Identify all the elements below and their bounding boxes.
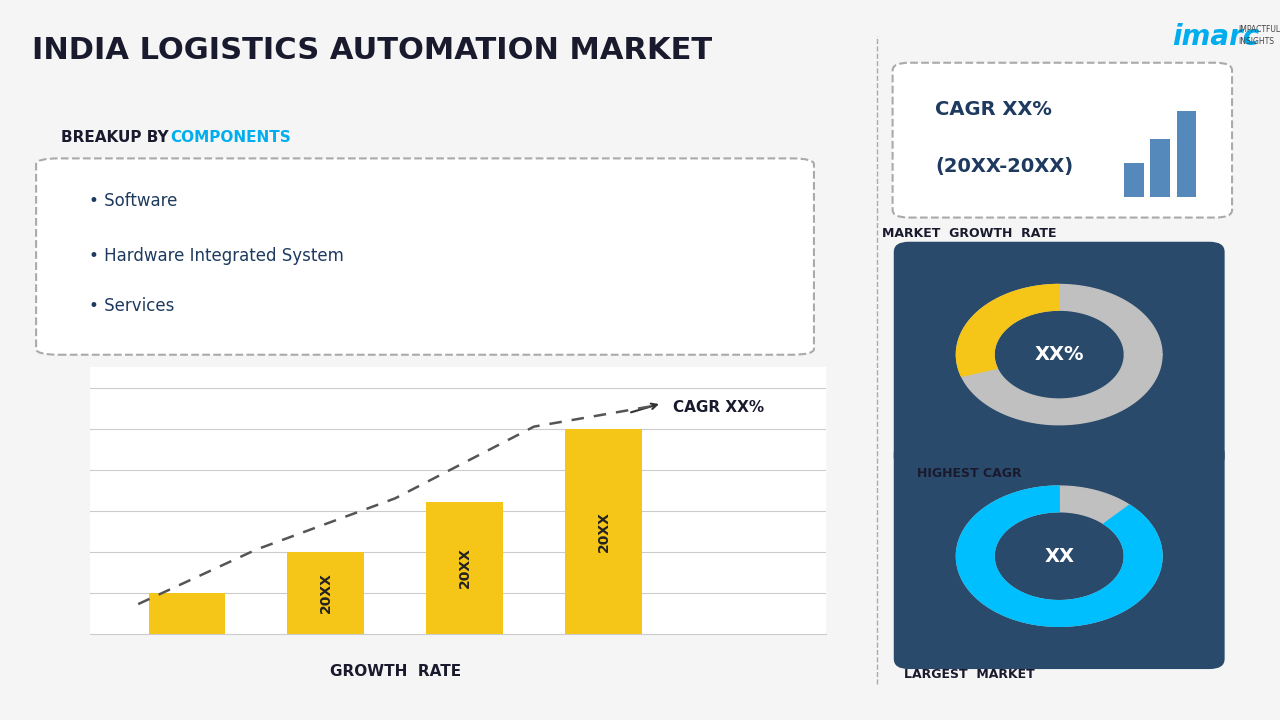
Bar	[148, 593, 225, 634]
Polygon shape	[956, 486, 1162, 626]
Bar	[566, 428, 641, 634]
Text: • Software: • Software	[90, 192, 178, 210]
Text: imarc: imarc	[1172, 23, 1260, 51]
Polygon shape	[956, 486, 1162, 626]
Text: 20XX: 20XX	[457, 548, 471, 588]
Text: GROWTH  RATE: GROWTH RATE	[329, 665, 461, 680]
Text: INDIA LOGISTICS AUTOMATION MARKET: INDIA LOGISTICS AUTOMATION MARKET	[32, 36, 712, 65]
FancyBboxPatch shape	[1124, 163, 1144, 197]
FancyBboxPatch shape	[892, 63, 1233, 217]
Text: COMPONENTS: COMPONENTS	[170, 130, 291, 145]
Text: CAGR XX%: CAGR XX%	[673, 400, 764, 415]
Text: LARGEST  MARKET: LARGEST MARKET	[904, 668, 1034, 681]
Text: IMPACTFUL
INSIGHTS: IMPACTFUL INSIGHTS	[1238, 25, 1280, 46]
Bar	[426, 503, 503, 634]
Text: • Hardware Integrated System: • Hardware Integrated System	[90, 246, 344, 265]
Text: CAGR XX%: CAGR XX%	[934, 100, 1052, 119]
Text: MARKET  GROWTH  RATE: MARKET GROWTH RATE	[882, 227, 1056, 240]
Text: XX: XX	[1044, 546, 1074, 566]
FancyBboxPatch shape	[1151, 138, 1170, 197]
Text: 20XX: 20XX	[596, 510, 611, 552]
Text: XX%: XX%	[1034, 345, 1084, 364]
FancyBboxPatch shape	[893, 444, 1225, 669]
Polygon shape	[956, 284, 1059, 377]
FancyBboxPatch shape	[893, 242, 1225, 467]
Text: (20XX-20XX): (20XX-20XX)	[934, 157, 1073, 176]
Text: HIGHEST CAGR: HIGHEST CAGR	[916, 467, 1021, 480]
Text: BREAKUP BY: BREAKUP BY	[61, 130, 174, 145]
Polygon shape	[956, 284, 1162, 425]
FancyBboxPatch shape	[1176, 111, 1196, 197]
Text: 20XX: 20XX	[319, 572, 333, 613]
Bar	[288, 552, 364, 634]
Text: • Services: • Services	[90, 297, 174, 315]
FancyBboxPatch shape	[36, 158, 814, 355]
